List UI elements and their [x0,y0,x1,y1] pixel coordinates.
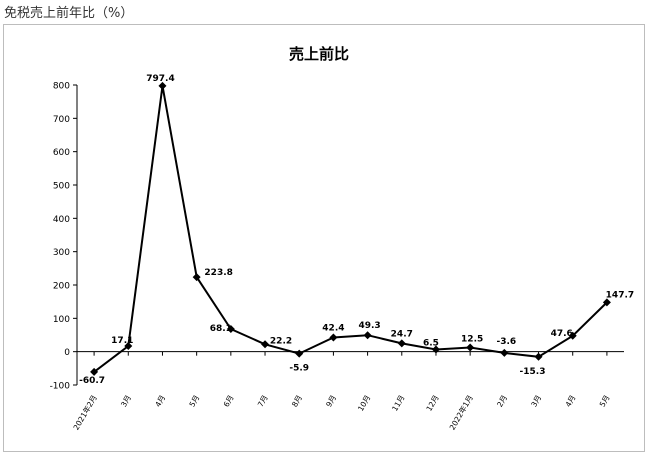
x-tick-label: 2022年1月 [447,393,475,432]
x-tick-label: 3月 [529,394,543,409]
x-tick-label: 6月 [222,394,236,409]
x-tick-label: 12月 [424,394,440,413]
data-point [431,345,440,354]
data-point [261,340,270,349]
data-label: -3.6 [497,337,517,347]
data-label: -5.9 [289,364,309,374]
data-point [158,81,167,90]
y-axis-ticks: -100 0 100 200 300 400 500 600 700 800 [50,82,77,392]
series-markers [90,81,611,376]
y-tick-label: 400 [53,215,70,225]
data-label: 223.8 [204,268,232,278]
data-point [363,331,372,340]
data-label: 6.5 [423,339,439,349]
data-label: 12.5 [461,335,483,345]
y-tick-label: -100 [50,382,71,392]
data-label: -60.7 [79,376,105,386]
x-tick-label: 7月 [256,394,270,409]
data-label: 24.7 [391,329,413,339]
x-tick-label: 2月 [495,394,509,409]
y-tick-label: 700 [53,115,70,125]
y-tick-label: 200 [53,282,70,292]
x-tick-label: 10月 [356,394,372,413]
data-label: 22.2 [270,336,292,346]
x-tick-label: 2021年2月 [71,393,99,432]
y-tick-label: 0 [64,348,70,358]
page-title: 免税売上前年比（%） [4,6,134,21]
data-point [534,352,543,361]
data-label: -15.3 [520,367,546,377]
data-point [397,339,406,348]
data-label: 68.1 [210,324,232,334]
data-label: 49.3 [358,321,380,331]
x-tick-label: 5月 [598,394,612,409]
x-axis-ticks: 2021年2月 3月 4月 5月 6月 7月 8月 9月 10月 11月 12月 2022年1月 2月 3… [71,351,612,432]
x-tick-label: 3月 [119,394,133,409]
x-tick-label: 4月 [564,394,578,409]
data-point [500,348,509,357]
data-point [568,331,577,340]
data-point [192,273,201,282]
data-point [466,343,475,352]
data-point [295,349,304,358]
data-point [90,367,99,376]
data-label: 17.1 [111,336,133,346]
data-label: 42.4 [322,324,344,334]
x-tick-label: 8月 [290,394,304,409]
x-tick-label: 5月 [187,394,201,409]
chart-frame: 売上前比 -100 0 100 200 300 400 500 600 700 800 2021年… [3,24,645,452]
data-label: 797.4 [146,74,174,84]
y-tick-label: 100 [53,315,70,325]
data-point [226,324,235,333]
data-label: 47.6 [551,329,573,339]
y-tick-label: 600 [53,148,70,158]
x-tick-label: 4月 [153,394,167,409]
series-line [93,85,608,373]
y-tick-label: 300 [53,248,70,258]
data-labels: -60.7 17.1 797.4 223.8 68.1 22.2 -5.9 42.4 49.3 2… [79,74,634,386]
chart-title: 売上前比 [289,45,349,63]
data-point [602,298,611,307]
line-chart: 売上前比 -100 0 100 200 300 400 500 600 700 800 2021年… [50,45,635,432]
data-point [329,333,338,342]
y-tick-label: 800 [53,82,70,92]
data-point [124,341,133,350]
y-tick-label: 500 [53,182,70,192]
x-tick-label: 11月 [390,394,406,413]
x-tick-label: 9月 [324,394,338,409]
data-label: 147.7 [606,290,634,300]
